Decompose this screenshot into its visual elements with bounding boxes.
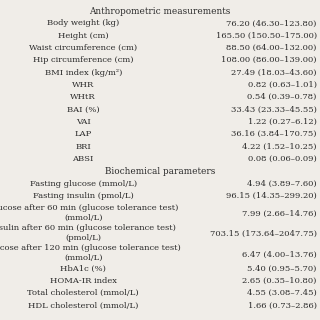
Text: BMI index (kg/m²): BMI index (kg/m²) bbox=[44, 68, 122, 76]
Text: Fasting glucose (mmol/L): Fasting glucose (mmol/L) bbox=[30, 180, 137, 188]
Text: 96.15 (14.35–299.20): 96.15 (14.35–299.20) bbox=[226, 192, 317, 200]
Text: 0.08 (0.06–0.09): 0.08 (0.06–0.09) bbox=[248, 155, 317, 163]
Text: 27.49 (18.03–43.60): 27.49 (18.03–43.60) bbox=[231, 68, 317, 76]
Text: WHR: WHR bbox=[72, 81, 94, 89]
Text: Waist circumference (cm): Waist circumference (cm) bbox=[29, 44, 137, 52]
Text: 33.43 (23.33–45.55): 33.43 (23.33–45.55) bbox=[231, 106, 317, 114]
Text: Height (cm): Height (cm) bbox=[58, 32, 108, 40]
Text: 0.82 (0.63–1.01): 0.82 (0.63–1.01) bbox=[248, 81, 317, 89]
Text: 165.50 (150.50–175.00): 165.50 (150.50–175.00) bbox=[216, 32, 317, 40]
Text: HOMA-IR index: HOMA-IR index bbox=[50, 277, 117, 285]
Text: Total cholesterol (mmol/L): Total cholesterol (mmol/L) bbox=[28, 289, 139, 297]
Text: Insulin after 60 min (glucose tolerance test)
(pmol/L): Insulin after 60 min (glucose tolerance … bbox=[0, 224, 176, 242]
Text: WHtR: WHtR bbox=[70, 93, 96, 101]
Text: Anthropometric measurements: Anthropometric measurements bbox=[89, 7, 231, 16]
Text: 1.66 (0.73–2.86): 1.66 (0.73–2.86) bbox=[248, 301, 317, 309]
Text: 7.99 (2.66–14.76): 7.99 (2.66–14.76) bbox=[242, 210, 317, 218]
Text: 0.54 (0.39–0.78): 0.54 (0.39–0.78) bbox=[247, 93, 317, 101]
Text: HDL cholesterol (mmol/L): HDL cholesterol (mmol/L) bbox=[28, 301, 138, 309]
Text: 76.20 (46.30–123.80): 76.20 (46.30–123.80) bbox=[227, 19, 317, 28]
Text: BAI (%): BAI (%) bbox=[67, 106, 100, 114]
Text: 4.22 (1.52–10.25): 4.22 (1.52–10.25) bbox=[242, 142, 317, 150]
Text: Hip circumference (cm): Hip circumference (cm) bbox=[33, 56, 133, 64]
Text: HbA1c (%): HbA1c (%) bbox=[60, 265, 106, 273]
Text: Body weight (kg): Body weight (kg) bbox=[47, 19, 119, 28]
Text: Glucose after 60 min (glucose tolerance test)
(mmol/L): Glucose after 60 min (glucose tolerance … bbox=[0, 204, 178, 221]
Text: 36.16 (3.84–170.75): 36.16 (3.84–170.75) bbox=[231, 130, 317, 138]
Text: BRI: BRI bbox=[75, 142, 91, 150]
Text: 6.47 (4.00–13.76): 6.47 (4.00–13.76) bbox=[242, 250, 317, 258]
Text: 4.55 (3.08–7.45): 4.55 (3.08–7.45) bbox=[247, 289, 317, 297]
Text: 703.15 (173.64–2047.75): 703.15 (173.64–2047.75) bbox=[210, 230, 317, 238]
Text: 4.94 (3.89–7.60): 4.94 (3.89–7.60) bbox=[247, 180, 317, 188]
Text: VAI: VAI bbox=[76, 118, 91, 126]
Text: ABSI: ABSI bbox=[73, 155, 94, 163]
Text: Biochemical parameters: Biochemical parameters bbox=[105, 167, 215, 176]
Text: Glucose after 120 min (glucose tolerance test)
(mmol/L): Glucose after 120 min (glucose tolerance… bbox=[0, 244, 181, 262]
Text: 108.00 (86.00–139.00): 108.00 (86.00–139.00) bbox=[221, 56, 317, 64]
Text: 2.65 (0.35–10.80): 2.65 (0.35–10.80) bbox=[243, 277, 317, 285]
Text: LAP: LAP bbox=[75, 130, 92, 138]
Text: 1.22 (0.27–6.12): 1.22 (0.27–6.12) bbox=[248, 118, 317, 126]
Text: 5.40 (0.95–5.70): 5.40 (0.95–5.70) bbox=[247, 265, 317, 273]
Text: Fasting insulin (pmol/L): Fasting insulin (pmol/L) bbox=[33, 192, 133, 200]
Text: 88.50 (64.00–132.00): 88.50 (64.00–132.00) bbox=[227, 44, 317, 52]
